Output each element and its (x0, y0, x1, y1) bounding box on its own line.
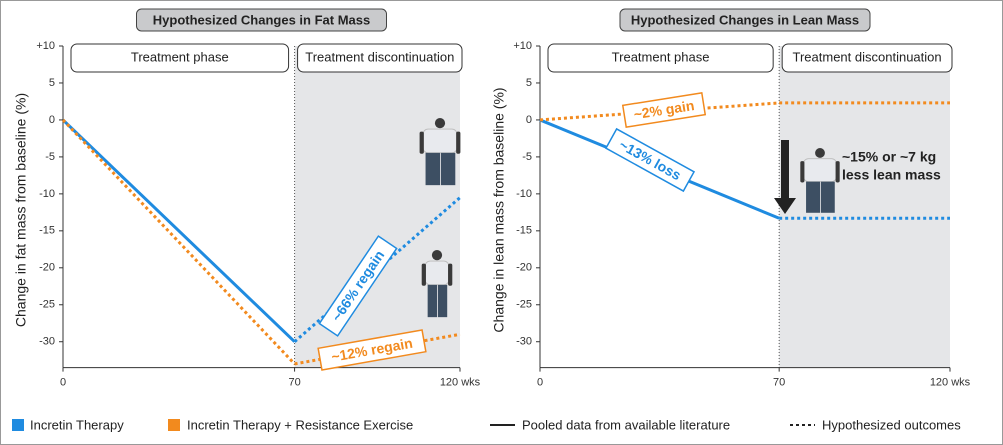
y-tick-label: -20 (39, 262, 55, 274)
phase-label: Treatment discontinuation (793, 49, 942, 64)
y-tick-label: 0 (526, 114, 532, 126)
person-icon (419, 118, 461, 186)
title-box (619, 8, 871, 32)
series-segment (539, 101, 780, 122)
annotation-box (317, 329, 427, 371)
discontinuation-shade (294, 46, 460, 368)
y-tick-label: -10 (39, 188, 55, 200)
note-text: ~15% or ~7 kg (842, 149, 936, 165)
annotation-box (318, 235, 398, 337)
arm-r (448, 263, 453, 286)
down-arrow (774, 140, 796, 214)
y-tick-label: -10 (516, 188, 532, 200)
annotation-box (621, 92, 707, 128)
legend-swatch (168, 419, 180, 431)
y-tick-label: +10 (36, 40, 55, 52)
shirt (424, 260, 450, 286)
arm-l (421, 263, 426, 286)
y-tick-label: 5 (526, 77, 532, 89)
leg-r (440, 152, 456, 186)
discontinuation-shade (779, 46, 950, 368)
leg-l (806, 181, 820, 213)
panel-title: Hypothesized Changes in Lean Mass (631, 12, 859, 27)
phase-box (781, 43, 953, 73)
legend-label: Incretin Therapy + Resistance Exercise (187, 417, 413, 432)
y-tick-label: -15 (516, 225, 532, 237)
x-tick-label: 70 (288, 377, 300, 389)
legend-swatch (12, 419, 24, 431)
x-tick-label: 0 (60, 377, 66, 389)
arm-r (835, 161, 840, 183)
phase-box (297, 43, 463, 73)
y-tick-label: 0 (49, 114, 55, 126)
person-icon (800, 148, 840, 213)
y-axis-label: Change in fat mass from baseline (%) (13, 93, 29, 327)
y-tick-label: -20 (516, 262, 532, 274)
y-tick-label: -30 (39, 336, 55, 348)
head (434, 118, 446, 129)
series-segment (61, 118, 296, 365)
head (431, 250, 443, 261)
legend-label: Pooled data from available literature (522, 417, 730, 432)
note-text: less lean mass (842, 167, 941, 183)
head (815, 148, 825, 158)
y-tick-label: -5 (45, 151, 55, 163)
arm-r (456, 131, 461, 154)
arm-l (800, 161, 805, 183)
phase-box (547, 43, 774, 73)
y-tick-label: -5 (522, 151, 532, 163)
phase-label: Treatment phase (612, 49, 710, 64)
phase-label: Treatment discontinuation (305, 49, 454, 64)
y-tick-label: -25 (516, 299, 532, 311)
leg-r (820, 181, 835, 213)
legend-label: Incretin Therapy (30, 417, 124, 432)
x-tick-label: 0 (537, 377, 543, 389)
panel-title: Hypothesized Changes in Fat Mass (153, 12, 370, 27)
leg-r (437, 284, 448, 318)
y-tick-label: +10 (513, 40, 532, 52)
leg-l (427, 284, 437, 318)
y-tick-label: -15 (39, 225, 55, 237)
phase-label: Treatment phase (131, 49, 229, 64)
y-tick-label: -30 (516, 336, 532, 348)
person-icon (421, 250, 453, 318)
arm-l (419, 131, 424, 154)
phase-box (70, 43, 290, 73)
annotation-box (604, 127, 696, 193)
y-tick-label: 5 (49, 77, 55, 89)
x-tick-label: 70 (773, 377, 785, 389)
x-tick-label: 120 wks (440, 377, 481, 389)
series-segment (61, 118, 296, 343)
title-box (136, 8, 387, 32)
x-tick-label: 120 wks (930, 377, 971, 389)
leg-l (425, 152, 440, 186)
legend-label: Hypothesized outcomes (822, 417, 961, 432)
shirt (803, 158, 837, 183)
y-axis-label: Change in lean mass from baseline (%) (491, 87, 507, 332)
shirt (422, 128, 458, 154)
y-tick-label: -25 (39, 299, 55, 311)
